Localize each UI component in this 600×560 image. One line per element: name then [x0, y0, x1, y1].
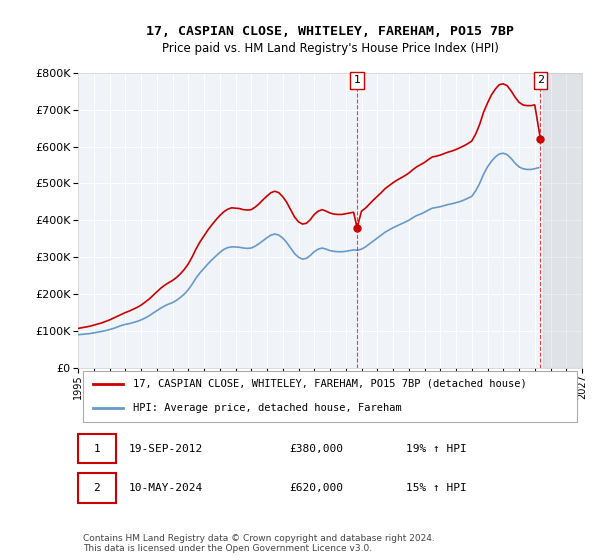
Text: 15% ↑ HPI: 15% ↑ HPI — [406, 483, 466, 493]
FancyBboxPatch shape — [78, 433, 116, 464]
Text: 2: 2 — [537, 75, 544, 85]
Text: Price paid vs. HM Land Registry's House Price Index (HPI): Price paid vs. HM Land Registry's House … — [161, 42, 499, 55]
Text: 19-SEP-2012: 19-SEP-2012 — [128, 444, 203, 454]
Text: £620,000: £620,000 — [290, 483, 344, 493]
Text: 2: 2 — [93, 483, 100, 493]
Text: 1: 1 — [93, 444, 100, 454]
Text: HPI: Average price, detached house, Fareham: HPI: Average price, detached house, Fare… — [133, 403, 402, 413]
FancyBboxPatch shape — [78, 473, 116, 503]
Bar — [542, 73, 582, 368]
Text: 10-MAY-2024: 10-MAY-2024 — [128, 483, 203, 493]
Text: 1: 1 — [353, 75, 361, 85]
Text: 19% ↑ HPI: 19% ↑ HPI — [406, 444, 466, 454]
FancyBboxPatch shape — [83, 371, 577, 422]
Text: 17, CASPIAN CLOSE, WHITELEY, FAREHAM, PO15 7BP (detached house): 17, CASPIAN CLOSE, WHITELEY, FAREHAM, PO… — [133, 379, 527, 389]
Text: £380,000: £380,000 — [290, 444, 344, 454]
Text: 17, CASPIAN CLOSE, WHITELEY, FAREHAM, PO15 7BP: 17, CASPIAN CLOSE, WHITELEY, FAREHAM, PO… — [146, 25, 514, 38]
Text: Contains HM Land Registry data © Crown copyright and database right 2024.
This d: Contains HM Land Registry data © Crown c… — [83, 534, 435, 553]
